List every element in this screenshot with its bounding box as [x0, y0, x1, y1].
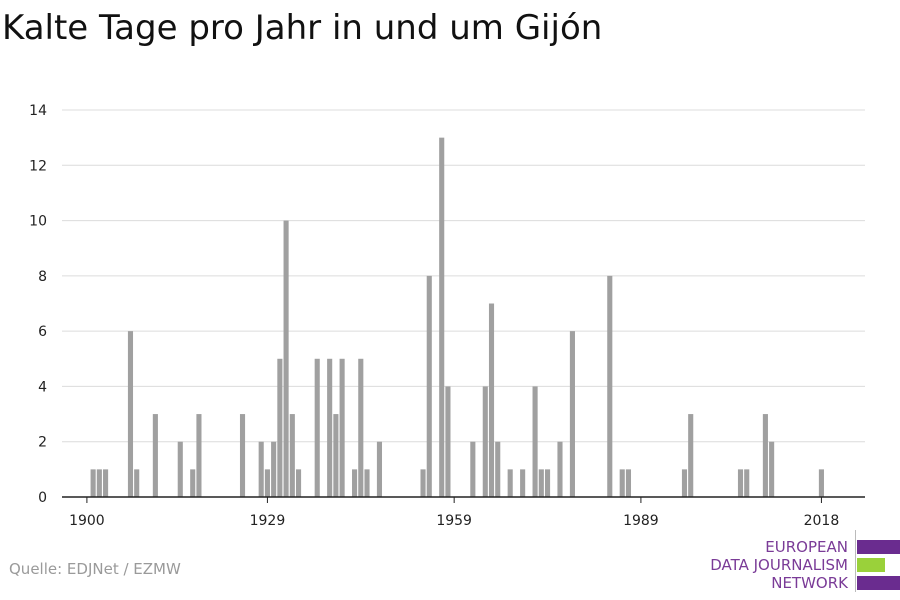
bar: [557, 441, 563, 497]
bar: [470, 441, 476, 497]
bar: [339, 358, 345, 497]
bar: [358, 358, 364, 497]
x-tick-label: 1959: [436, 513, 472, 529]
logo-divider: [855, 530, 856, 592]
bar: [544, 469, 551, 497]
x-axis-ticks: 1900 1929 1959 1989 2018: [69, 497, 839, 529]
bar: [258, 441, 264, 497]
bar: [520, 469, 526, 497]
bar: [152, 414, 158, 497]
x-tick-label: 1989: [623, 513, 659, 529]
bar: [327, 358, 333, 497]
y-tick-label: 12: [29, 158, 47, 174]
bar: [420, 469, 426, 497]
bar: [532, 386, 538, 497]
bar: [264, 469, 270, 497]
bar: [439, 137, 445, 497]
bar: [445, 386, 451, 497]
logo-bar-bottom: [857, 576, 900, 590]
bar: [364, 469, 370, 497]
bar: [103, 469, 109, 497]
bar: [134, 469, 140, 497]
bar: [488, 303, 495, 497]
bar: [289, 414, 295, 497]
x-tick-label: 1900: [69, 513, 105, 529]
bar: [177, 441, 183, 497]
y-tick-label: 14: [29, 103, 47, 119]
bars: [90, 137, 824, 498]
bar: [607, 275, 613, 497]
chart-title: Kalte Tage pro Jahr in und um Gijón: [2, 8, 603, 48]
y-axis-ticks: 0 2 4 6 8 10 12 14: [29, 103, 47, 506]
bar: [190, 469, 196, 497]
bar: [619, 469, 625, 497]
bar: [688, 414, 694, 497]
bar: [737, 469, 744, 497]
edjnet-logo: EUROPEAN DATA JOURNALISM NETWORK: [700, 530, 900, 596]
bar: [333, 414, 339, 497]
bar-chart: 0 2 4 6 8 10 12 14 1900 1929 1959 1989 2018: [29, 103, 865, 529]
bar: [482, 386, 488, 497]
bar: [507, 469, 513, 497]
bar: [762, 414, 768, 497]
bar: [376, 441, 383, 497]
logo-line-3: NETWORK: [771, 574, 848, 592]
y-tick-label: 6: [38, 324, 47, 340]
bar: [96, 469, 102, 497]
x-tick-label: 2018: [804, 513, 840, 529]
bar: [127, 331, 134, 497]
bar: [352, 469, 358, 497]
logo-mark: [855, 530, 900, 596]
bar: [569, 331, 575, 497]
bar: [196, 414, 202, 497]
logo-bar-top: [857, 540, 900, 554]
bar: [277, 358, 283, 497]
bar: [625, 469, 632, 497]
bar: [681, 469, 688, 497]
bar: [295, 469, 302, 497]
bar: [239, 414, 246, 497]
bar: [314, 358, 320, 497]
source-note: Quelle: EDJNet / EZMW: [9, 560, 181, 578]
logo-bar-middle: [857, 558, 885, 572]
logo-text: EUROPEAN DATA JOURNALISM NETWORK: [710, 538, 848, 592]
bar: [283, 220, 289, 498]
gridlines: [62, 109, 865, 443]
y-tick-label: 4: [38, 379, 47, 395]
bar: [769, 441, 775, 497]
bar: [426, 275, 432, 497]
y-tick-label: 10: [29, 214, 47, 230]
x-tick-label: 1929: [250, 513, 286, 529]
bar: [495, 441, 501, 497]
bar: [818, 469, 824, 497]
y-tick-label: 8: [38, 269, 47, 285]
bar: [271, 441, 277, 497]
bar: [90, 469, 96, 497]
logo-line-2: DATA JOURNALISM: [710, 556, 848, 574]
logo-line-1: EUROPEAN: [765, 538, 848, 556]
bar: [744, 469, 750, 497]
y-tick-label: 2: [38, 435, 47, 451]
bar: [538, 469, 544, 497]
y-tick-label: 0: [38, 490, 47, 506]
